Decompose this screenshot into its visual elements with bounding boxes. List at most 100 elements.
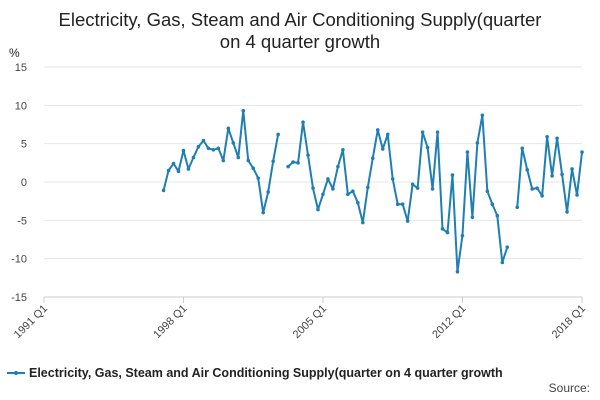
data-point — [271, 159, 275, 164]
data-point — [296, 161, 300, 165]
data-point — [336, 164, 340, 169]
data-point — [570, 167, 574, 171]
data-point — [470, 215, 475, 220]
data-point — [480, 113, 485, 118]
data-point — [266, 190, 270, 194]
data-point — [321, 192, 325, 197]
chart-title-line-2: on 4 quarter growth — [220, 31, 380, 52]
data-point — [550, 174, 554, 178]
data-point — [361, 220, 365, 225]
x-axis: 1991 Q1 1998 Q1 2005 Q1 2012 Q1 2018 Q1 — [12, 296, 588, 341]
data-point — [346, 192, 350, 197]
data-point — [435, 130, 440, 134]
data-point — [425, 145, 430, 150]
data-point — [256, 176, 261, 180]
data-point — [385, 132, 390, 137]
data-point — [231, 141, 236, 145]
data-point — [370, 156, 375, 161]
data-point — [430, 187, 435, 191]
data-point — [455, 269, 460, 274]
data-point — [211, 148, 216, 152]
data-point — [530, 187, 534, 191]
y-axis-unit-label: % — [9, 46, 20, 60]
data-point — [525, 167, 530, 172]
data-point — [246, 158, 251, 163]
data-point — [380, 147, 385, 151]
data-point — [560, 172, 564, 177]
data-point — [261, 210, 265, 215]
series-line — [516, 135, 583, 213]
data-point — [161, 188, 166, 193]
data-point — [251, 166, 256, 170]
data-point — [365, 185, 370, 190]
data-point — [490, 202, 495, 207]
data-point — [316, 207, 320, 212]
y-tick-label: 5 — [21, 139, 27, 151]
data-point — [186, 167, 191, 171]
data-point — [166, 168, 171, 173]
data-point — [535, 186, 539, 190]
data-point — [196, 144, 201, 149]
data-point — [181, 148, 186, 153]
data-point — [415, 186, 420, 190]
data-series — [161, 108, 584, 274]
data-point — [191, 155, 196, 160]
y-tick-label: -15 — [11, 292, 27, 304]
data-point — [171, 161, 176, 166]
data-point — [331, 187, 335, 191]
data-point — [520, 146, 525, 151]
data-point — [206, 146, 211, 151]
data-point — [236, 155, 241, 160]
data-point — [291, 160, 295, 164]
data-point — [545, 134, 549, 139]
data-point — [311, 186, 315, 190]
data-point — [500, 260, 505, 265]
data-point — [375, 128, 380, 132]
series-line — [162, 109, 280, 214]
data-point — [351, 189, 355, 193]
data-point — [445, 230, 450, 235]
data-point — [485, 189, 490, 193]
data-point — [226, 126, 231, 131]
data-point — [201, 138, 206, 143]
data-point — [395, 202, 400, 207]
y-tick-label: 15 — [15, 62, 27, 74]
y-tick-label: -5 — [17, 215, 27, 227]
data-point — [495, 213, 500, 218]
data-point — [400, 202, 405, 207]
data-point — [410, 182, 415, 187]
x-tick-label: 1991 Q1 — [12, 303, 50, 341]
x-tick-label: 2012 Q1 — [430, 303, 468, 341]
data-point — [341, 148, 345, 152]
data-point — [405, 219, 410, 223]
series-line — [287, 114, 509, 273]
y-axis-ticks: 15 10 5 0 -5 -10 -15 — [11, 62, 27, 304]
legend[interactable]: Electricity, Gas, Steam and Air Conditio… — [7, 366, 503, 380]
data-point — [460, 233, 465, 238]
data-point — [276, 132, 280, 137]
x-tick-label: 1998 Q1 — [151, 303, 189, 341]
data-point — [241, 108, 246, 113]
y-tick-label: 10 — [15, 100, 27, 112]
y-tick-label: 0 — [21, 177, 27, 189]
gridlines — [44, 66, 582, 260]
data-point — [306, 153, 310, 157]
source-label: Source: — [549, 381, 590, 395]
data-point — [515, 205, 520, 210]
data-point — [540, 194, 544, 198]
data-point — [326, 177, 330, 181]
data-point — [440, 226, 445, 231]
data-point — [420, 130, 425, 134]
x-tick-label: 2018 Q1 — [550, 303, 588, 341]
data-point — [465, 150, 470, 154]
chart-title-line-1: Electricity, Gas, Steam and Air Conditio… — [59, 9, 542, 30]
data-point — [216, 146, 221, 151]
data-point — [286, 164, 290, 169]
data-point — [450, 173, 455, 177]
x-tick-label: 2005 Q1 — [291, 303, 329, 341]
data-point — [301, 120, 305, 124]
data-point — [356, 200, 360, 205]
legend-marker-icon — [14, 371, 18, 375]
y-tick-label: -10 — [11, 254, 27, 266]
